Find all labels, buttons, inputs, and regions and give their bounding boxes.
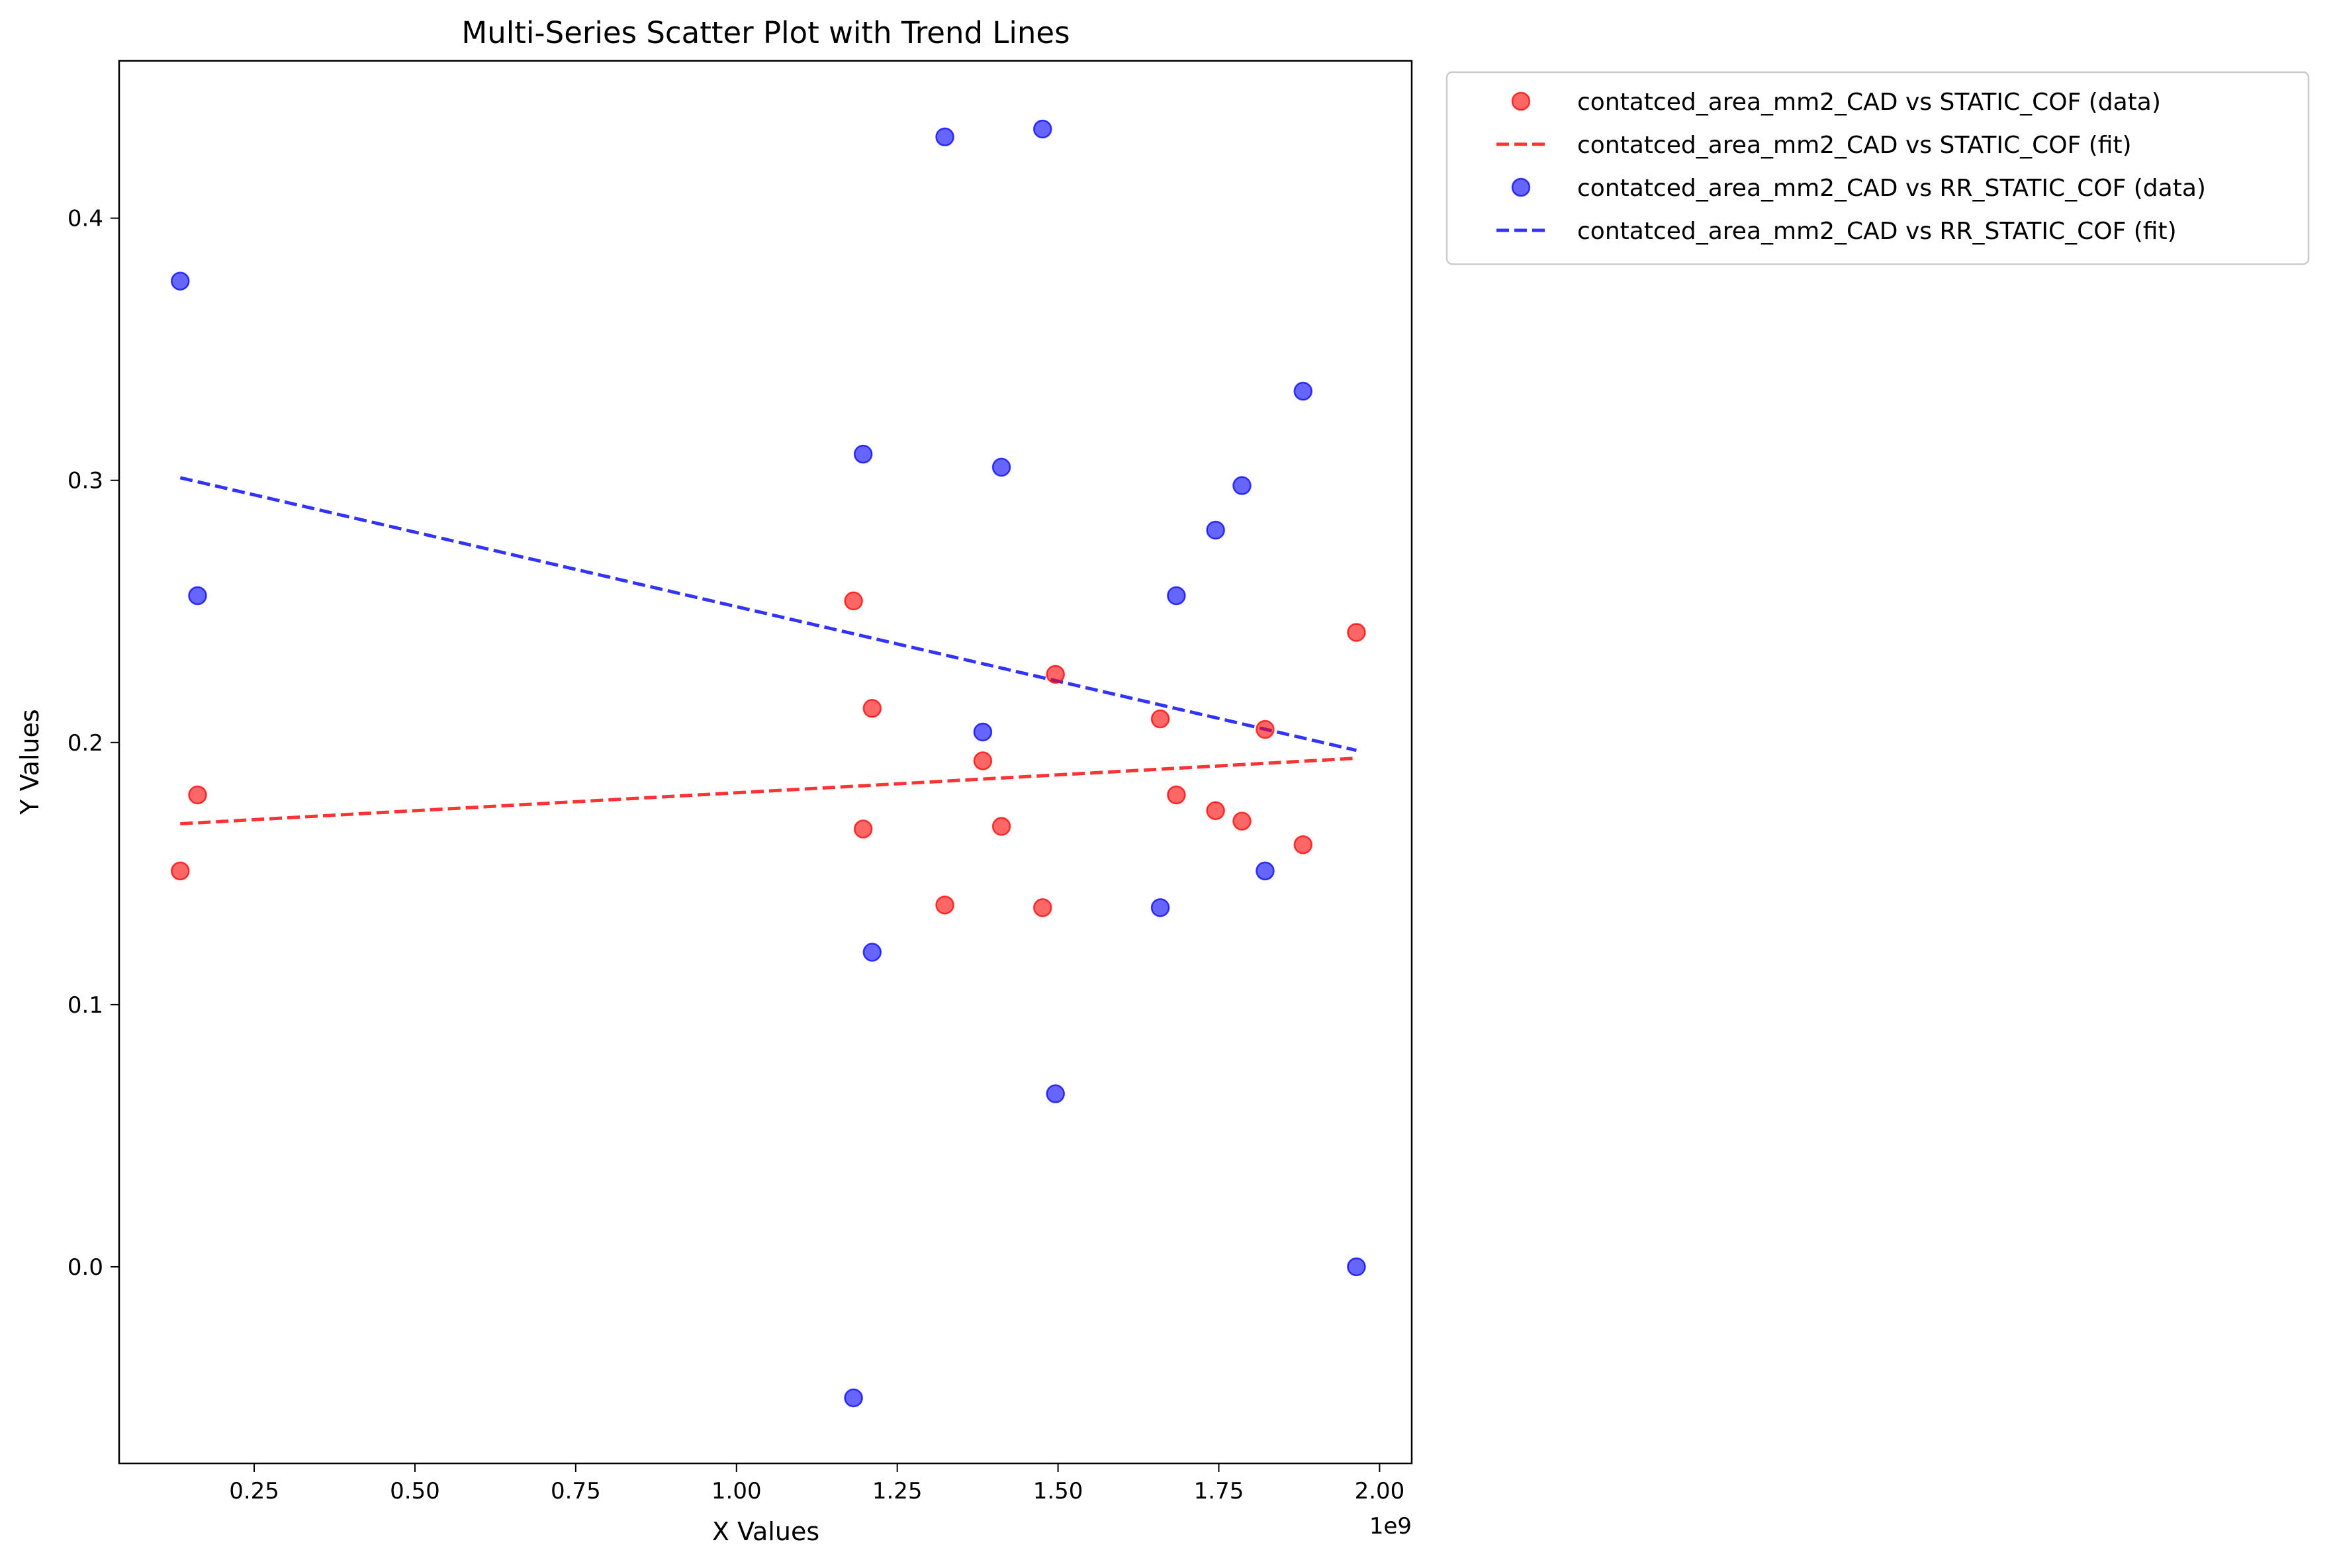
data-point bbox=[973, 722, 993, 742]
plot-frame bbox=[118, 60, 1413, 1465]
y-tick-label: 0.2 bbox=[68, 730, 103, 757]
data-point bbox=[1167, 586, 1186, 606]
x-tick-label: 2.00 bbox=[1355, 1478, 1405, 1504]
trend-line bbox=[179, 476, 1357, 753]
legend-label: contatced_area_mm2_CAD vs RR_STATIC_COF … bbox=[1577, 175, 2206, 202]
data-point bbox=[188, 586, 207, 606]
axis-ticks: 0.25 0.50 0.75 1.00 1.25 1.50 1.75 2.00 0.0 0.1 0.… bbox=[68, 206, 1404, 1504]
data-point bbox=[171, 861, 190, 881]
legend-label: contatced_area_mm2_CAD vs STATIC_COF (da… bbox=[1577, 89, 2161, 116]
data-point bbox=[1206, 801, 1225, 821]
data-point bbox=[1293, 835, 1313, 854]
data-point bbox=[991, 817, 1011, 836]
x-tick-label: 1.50 bbox=[1033, 1478, 1083, 1504]
x-axis-label: X Values bbox=[712, 1517, 819, 1546]
data-point bbox=[1206, 520, 1225, 540]
legend-marker-swatch bbox=[1511, 177, 1531, 197]
data-point bbox=[1293, 381, 1313, 401]
data-point bbox=[1150, 898, 1170, 917]
y-tick-label: 0.1 bbox=[68, 992, 103, 1019]
data-point bbox=[862, 699, 882, 718]
data-point bbox=[862, 943, 882, 962]
data-point bbox=[1167, 785, 1186, 805]
data-point bbox=[973, 751, 993, 770]
data-point bbox=[1347, 623, 1366, 642]
data-point bbox=[1046, 665, 1065, 684]
x-tick-label: 0.50 bbox=[390, 1478, 440, 1504]
data-point bbox=[935, 896, 954, 915]
data-point bbox=[1033, 898, 1052, 917]
data-point bbox=[853, 444, 873, 464]
x-tick-label: 1.75 bbox=[1194, 1478, 1244, 1504]
x-tick-label: 0.75 bbox=[551, 1478, 601, 1504]
legend-label: contatced_area_mm2_CAD vs STATIC_COF (fi… bbox=[1577, 132, 2132, 159]
legend-frame bbox=[1445, 71, 2310, 265]
plot-area bbox=[171, 119, 1366, 1408]
legend: contatced_area_mm2_CAD vs STATIC_COF (da… bbox=[1445, 71, 2310, 265]
series-3 bbox=[179, 476, 1357, 753]
y-tick-label: 0.4 bbox=[68, 206, 103, 232]
data-point bbox=[844, 591, 863, 611]
data-point bbox=[188, 785, 207, 805]
data-point bbox=[1150, 709, 1170, 729]
x-tick-label: 0.25 bbox=[229, 1478, 279, 1504]
x-tick-label: 1.25 bbox=[872, 1478, 923, 1504]
y-axis-label: Y Values bbox=[15, 709, 44, 815]
data-point bbox=[1232, 811, 1252, 831]
data-point bbox=[844, 1388, 863, 1408]
series-0 bbox=[171, 591, 1366, 917]
legend-marker-swatch bbox=[1511, 91, 1531, 111]
data-point bbox=[1232, 476, 1252, 495]
chart-title: Multi-Series Scatter Plot with Trend Lin… bbox=[461, 15, 1070, 50]
data-point bbox=[1046, 1084, 1065, 1103]
y-tick-label: 0.3 bbox=[68, 468, 103, 494]
data-point bbox=[1033, 119, 1052, 139]
data-point bbox=[1347, 1257, 1366, 1277]
series-2 bbox=[171, 119, 1366, 1408]
data-point bbox=[171, 271, 190, 291]
data-point bbox=[991, 457, 1011, 477]
data-point bbox=[853, 819, 873, 839]
data-point bbox=[1256, 719, 1275, 739]
x-tick-label: 1.00 bbox=[711, 1478, 762, 1504]
x-axis-offset-label: 1e9 bbox=[1369, 1513, 1412, 1540]
legend-label: contatced_area_mm2_CAD vs RR_STATIC_COF … bbox=[1577, 218, 2177, 245]
data-point bbox=[1256, 861, 1275, 881]
y-tick-label: 0.0 bbox=[68, 1254, 103, 1281]
data-point bbox=[935, 127, 954, 147]
